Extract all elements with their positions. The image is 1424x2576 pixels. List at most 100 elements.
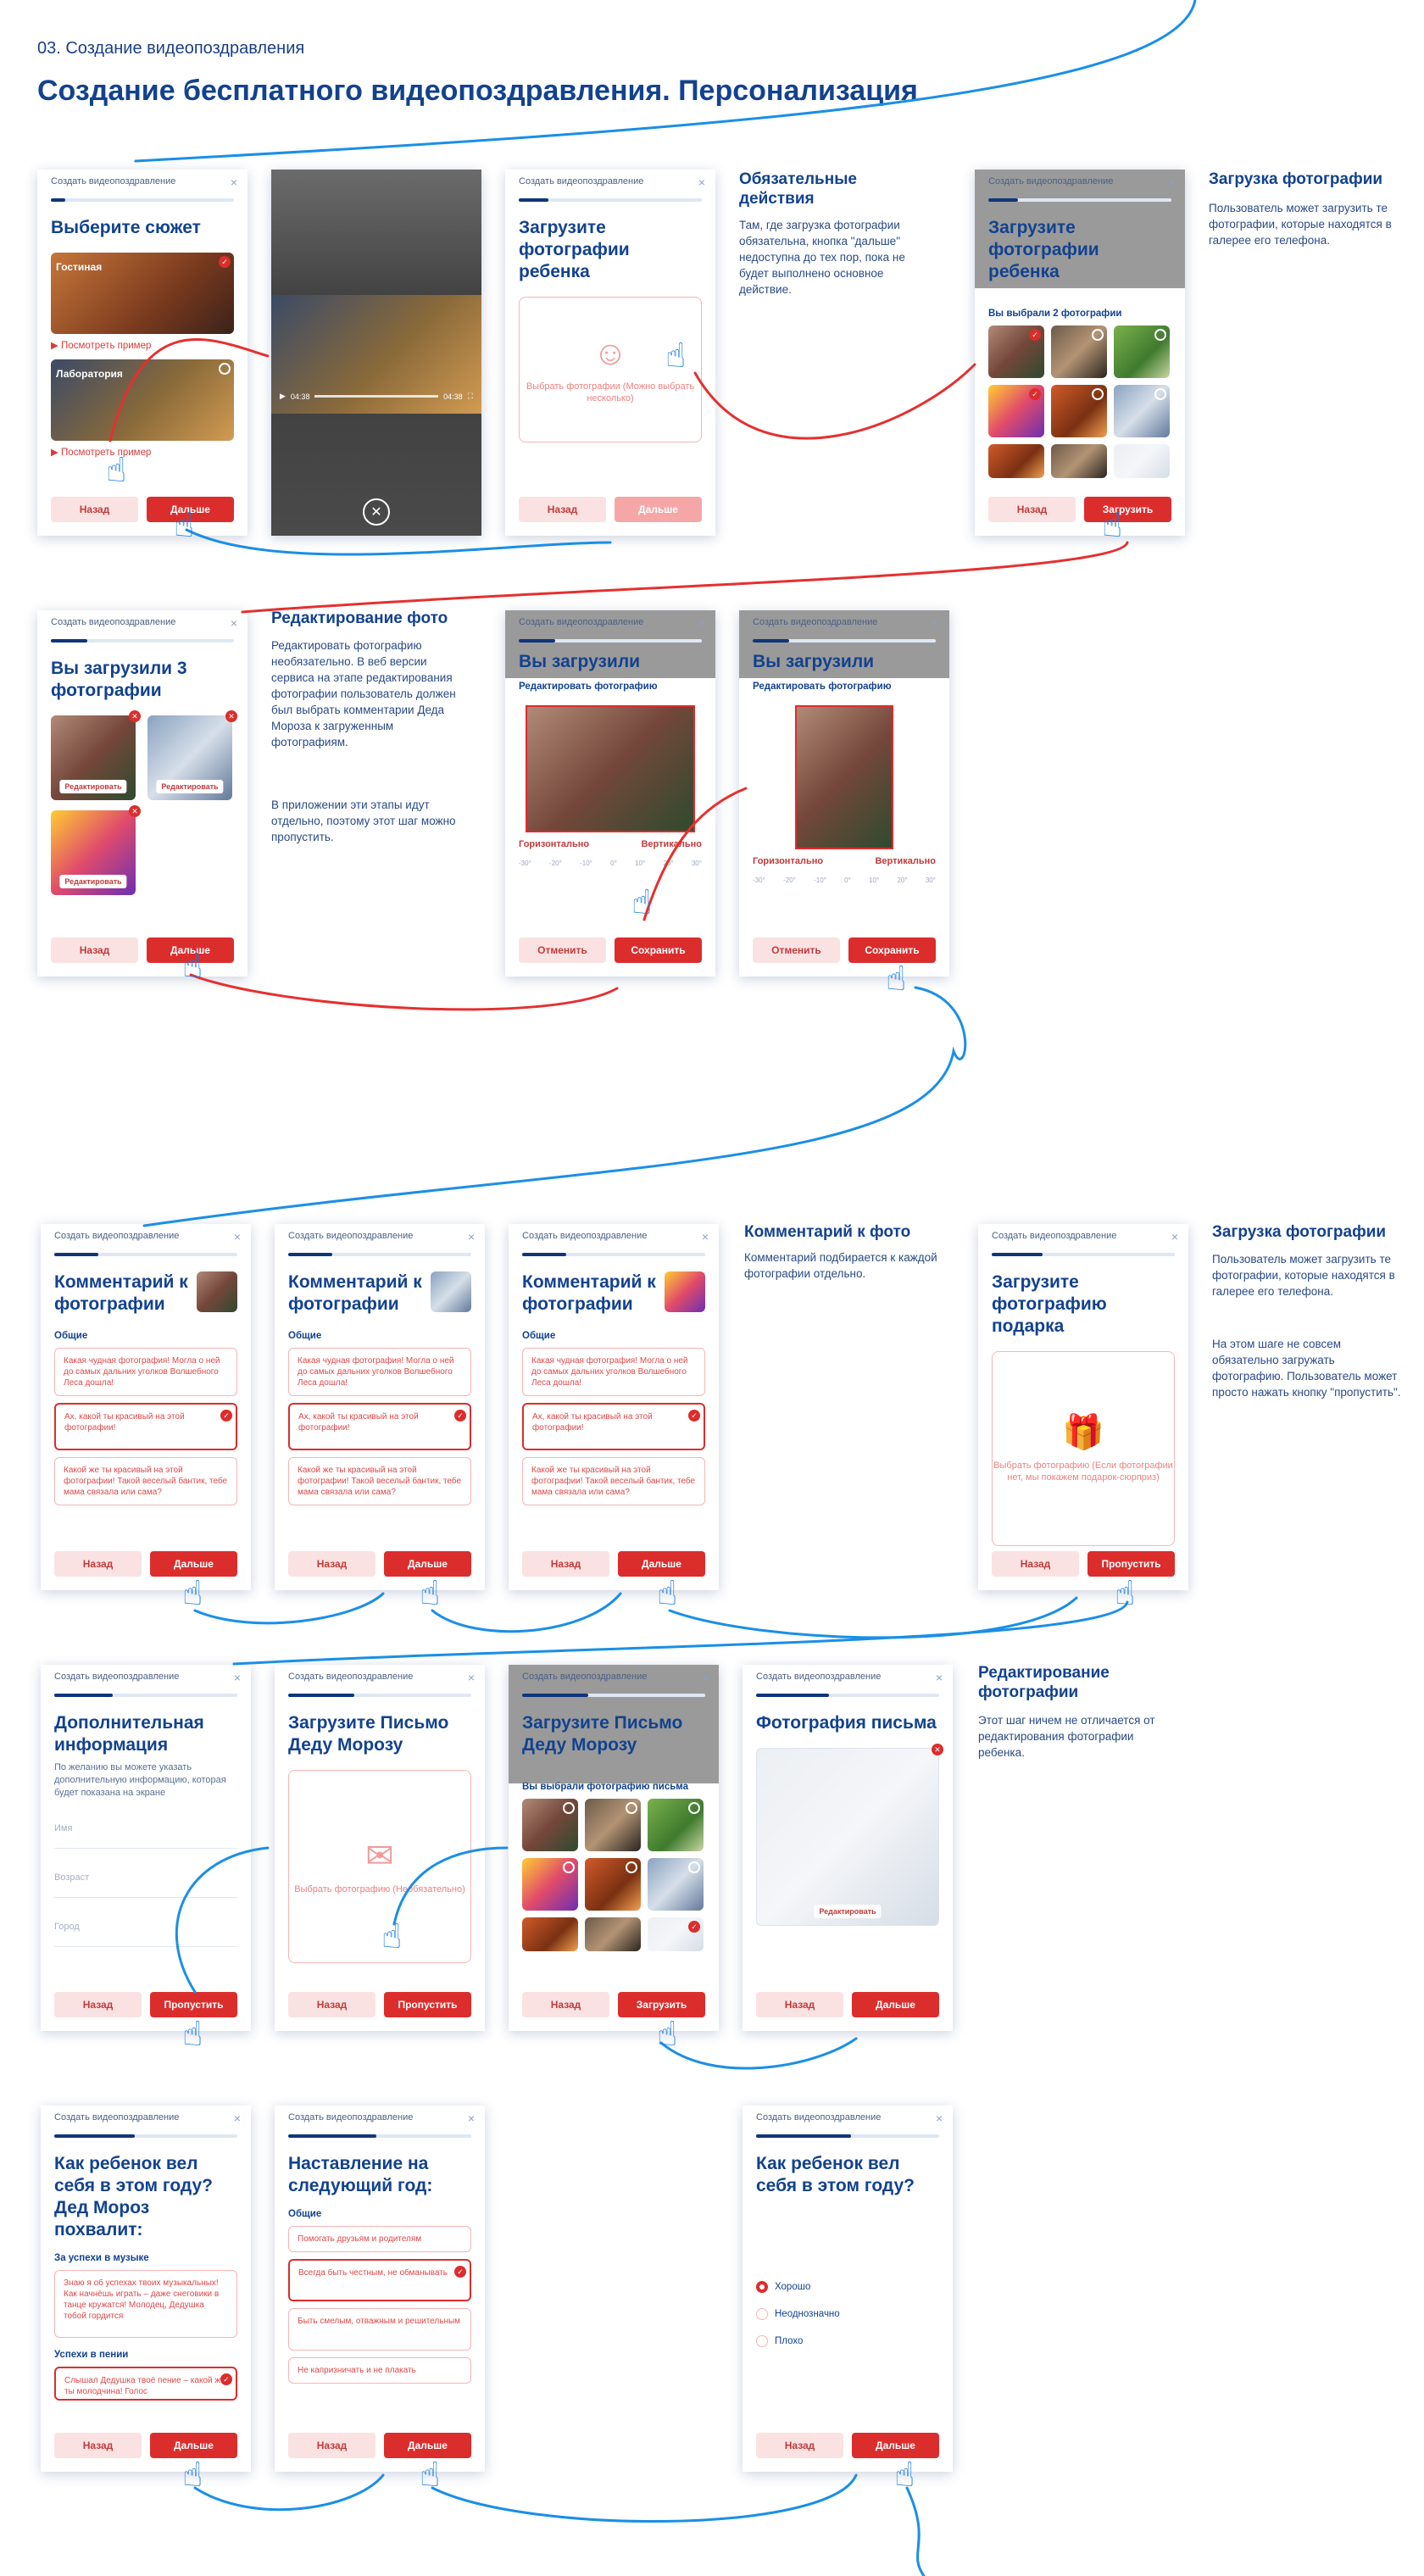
radio-bad[interactable]: Плохо: [743, 2328, 953, 2355]
close-icon[interactable]: ×: [1167, 175, 1175, 189]
photo-thumb[interactable]: [648, 1858, 704, 1911]
comment-option[interactable]: Какая чудная фотография! Могла о ней до …: [522, 1348, 705, 1396]
close-icon[interactable]: ×: [467, 1230, 475, 1243]
close-icon[interactable]: ×: [935, 2111, 943, 2125]
back-button[interactable]: Назад: [988, 497, 1076, 522]
photo-thumb[interactable]: ✓: [648, 1917, 704, 1951]
close-icon[interactable]: ×: [698, 616, 705, 630]
photo-thumb[interactable]: [522, 1858, 578, 1911]
photo-thumb[interactable]: ✓: [988, 325, 1044, 378]
video-frame[interactable]: [271, 295, 481, 414]
close-icon[interactable]: ×: [233, 1230, 241, 1243]
crop-area[interactable]: [526, 705, 695, 832]
photo-thumb[interactable]: [522, 1799, 578, 1851]
save-button[interactable]: Сохранить: [615, 937, 702, 963]
comment-option-selected[interactable]: Ах, какой ты красивый на этой фотографии…: [522, 1403, 705, 1450]
back-button[interactable]: Назад: [756, 1992, 843, 2017]
play-icon[interactable]: ▶: [280, 392, 286, 400]
close-icon[interactable]: ×: [701, 1671, 709, 1684]
back-button[interactable]: Назад: [288, 1551, 375, 1577]
photo-thumb[interactable]: [1051, 325, 1107, 378]
next-button[interactable]: Дальше: [384, 1551, 471, 1577]
vertical-option[interactable]: Вертикально: [875, 856, 936, 866]
back-button[interactable]: Назад: [519, 497, 606, 522]
comment-option-selected[interactable]: Ах, какой ты красивый на этой фотографии…: [54, 1403, 237, 1450]
next-button[interactable]: Дальше: [852, 2433, 939, 2458]
name-field[interactable]: Имя: [54, 1800, 237, 1849]
back-button[interactable]: Назад: [522, 1992, 609, 2017]
skip-button[interactable]: Пропустить: [384, 1992, 471, 2017]
back-button[interactable]: Назад: [756, 2433, 843, 2458]
photo-thumb[interactable]: [988, 444, 1044, 478]
photo-thumb[interactable]: ✓: [988, 385, 1044, 437]
comment-option[interactable]: Какой же ты красивый на этой фотографии!…: [288, 1457, 471, 1505]
city-field[interactable]: Город: [54, 1898, 237, 1947]
photo-thumb[interactable]: [1051, 444, 1107, 478]
close-icon[interactable]: ×: [230, 175, 237, 189]
next-button[interactable]: Дальше: [150, 1551, 237, 1577]
comment-option[interactable]: Какой же ты красивый на этой фотографии!…: [522, 1457, 705, 1505]
photo-thumb[interactable]: [1114, 444, 1170, 478]
back-button[interactable]: Назад: [51, 937, 138, 963]
upload-area[interactable]: 🎁 Выбрать фотографию (Если фотографии нет…: [992, 1351, 1175, 1546]
edit-button[interactable]: Редактировать: [59, 875, 127, 888]
upload-button[interactable]: Загрузить: [618, 1992, 705, 2017]
photo-thumb[interactable]: [1114, 385, 1170, 437]
photo-thumb[interactable]: [585, 1917, 641, 1951]
cancel-button[interactable]: Отменить: [753, 937, 840, 963]
edit-button[interactable]: Редактировать: [59, 780, 127, 793]
photo-thumb[interactable]: [1114, 325, 1170, 378]
close-icon[interactable]: ×: [467, 1671, 475, 1684]
praise-option[interactable]: Знаю я об успехах твоих музыкальных! Как…: [54, 2270, 237, 2338]
back-button[interactable]: Назад: [54, 2433, 142, 2458]
advice-option[interactable]: Не капризничать и не плакать: [288, 2357, 471, 2384]
photo-thumb[interactable]: [522, 1917, 578, 1951]
rotation-scale[interactable]: -30° -20° -10° 0° 10° 20° 30°: [753, 876, 936, 884]
horizontal-option[interactable]: Горизонтально: [753, 856, 824, 866]
age-field[interactable]: Возраст: [54, 1849, 237, 1898]
advice-option-selected[interactable]: Всегда быть честным, не обманывать ✓: [288, 2259, 471, 2301]
upload-button[interactable]: Загрузить: [1084, 497, 1171, 522]
back-button[interactable]: Назад: [288, 2433, 375, 2458]
skip-button[interactable]: Пропустить: [1087, 1551, 1175, 1577]
scene-card-laboratory[interactable]: Лаборатория: [51, 359, 234, 441]
next-button[interactable]: Дальше: [147, 937, 234, 963]
crop-area[interactable]: [795, 705, 893, 849]
close-icon[interactable]: ×: [230, 616, 237, 630]
comment-option[interactable]: Какая чудная фотография! Могла о ней до …: [288, 1348, 471, 1396]
close-icon[interactable]: ×: [233, 1671, 241, 1684]
edit-button[interactable]: Редактировать: [156, 780, 224, 793]
photo-thumb[interactable]: [585, 1799, 641, 1851]
close-icon[interactable]: ×: [698, 175, 705, 189]
edit-button[interactable]: Редактировать: [814, 1905, 882, 1918]
photo-thumb[interactable]: [648, 1799, 704, 1851]
advice-option[interactable]: Быть смелым, отважным и решительным: [288, 2308, 471, 2351]
close-icon[interactable]: ×: [935, 1671, 943, 1684]
close-icon[interactable]: ×: [932, 616, 939, 630]
video-timeline[interactable]: [314, 395, 439, 398]
photo-thumb[interactable]: [1051, 385, 1107, 437]
next-button[interactable]: Дальше: [147, 497, 234, 522]
close-icon[interactable]: ×: [467, 2111, 475, 2125]
back-button[interactable]: Назад: [288, 1992, 375, 2017]
close-video-icon[interactable]: ✕: [363, 498, 390, 526]
close-icon[interactable]: ×: [1171, 1230, 1178, 1243]
rotation-scale[interactable]: -30° -20° -10° 0° 10° 20° 30°: [519, 860, 702, 867]
close-icon[interactable]: ×: [233, 2111, 241, 2125]
vertical-option[interactable]: Вертикально: [641, 839, 702, 849]
next-button[interactable]: Дальше: [384, 2433, 471, 2458]
skip-button[interactable]: Пропустить: [150, 1992, 237, 2017]
upload-area[interactable]: ✉ Выбрать фотографию (Необязательно): [288, 1770, 471, 1963]
praise-option-selected[interactable]: Слышал Дедушка твоё пение – какой же ты …: [54, 2367, 237, 2401]
save-button[interactable]: Сохранить: [848, 937, 936, 963]
scene-card-living-room[interactable]: Гостиная ✓: [51, 253, 234, 334]
advice-option[interactable]: Помогать друзьям и родителям: [288, 2226, 471, 2252]
next-button-disabled[interactable]: Дальше: [615, 497, 702, 522]
back-button[interactable]: Назад: [54, 1992, 142, 2017]
back-button[interactable]: Назад: [522, 1551, 609, 1577]
comment-option[interactable]: Какая чудная фотография! Могла о ней до …: [54, 1348, 237, 1396]
upload-area[interactable]: ☺ Выбрать фотографии (Можно выбрать неско…: [519, 297, 702, 442]
radio-mixed[interactable]: Неоднозначно: [743, 2301, 953, 2328]
comment-option[interactable]: Какой же ты красивый на этой фотографии!…: [54, 1457, 237, 1505]
radio-good[interactable]: Хорошо: [743, 2273, 953, 2301]
